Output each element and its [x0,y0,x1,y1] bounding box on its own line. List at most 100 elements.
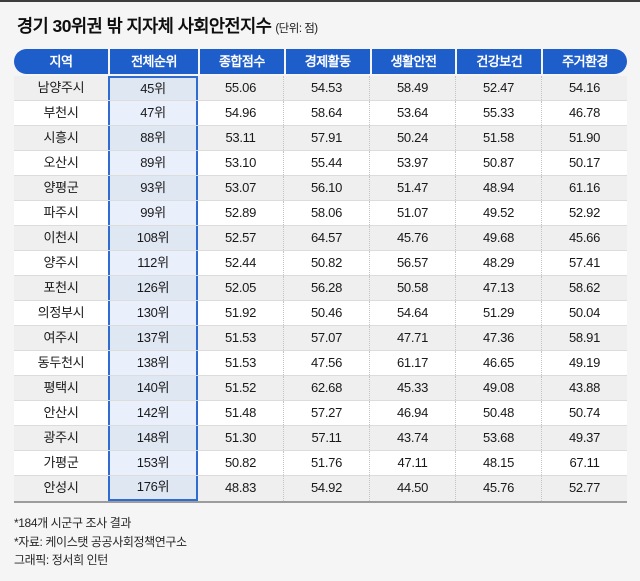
score-cell: 51.47 [369,176,455,200]
rank-cell: 108위 [108,226,198,250]
score-cell: 48.94 [455,176,541,200]
region-cell: 포천시 [43,280,79,295]
score-cell: 50.87 [455,151,541,175]
region-cell: 양주시 [43,255,79,270]
score-cell: 46.78 [541,101,627,125]
score-cell: 57.11 [283,426,369,450]
score-cell: 47.71 [369,326,455,350]
score-cell: 58.49 [369,76,455,100]
score-cell: 45.76 [369,226,455,250]
region-cell: 안산시 [43,405,79,420]
score-cell: 58.06 [283,201,369,225]
rank-cell: 130위 [108,301,198,325]
score-cell: 52.05 [224,280,257,295]
rank-cell: 148위 [108,426,198,450]
table-body: 남양주시 45위 55.06 54.53 58.49 52.47 54.16 부천시 47위 54… [14,76,627,501]
page-title: 경기 30위권 밖 지자체 사회안전지수 [17,16,272,36]
region-cell: 여주시 [43,330,79,345]
score-cell: 52.57 [224,230,257,245]
score-cell: 50.82 [283,251,369,275]
column-header-4: 생활안전 [369,49,456,74]
rank-cell: 112위 [108,251,198,275]
score-cell: 58.91 [541,326,627,350]
table-row: 평택시 140위 51.52 62.68 45.33 49.08 43.88 [14,376,627,401]
score-cell: 53.10 [224,155,257,170]
score-cell: 54.92 [283,476,369,501]
score-cell: 48.29 [455,251,541,275]
score-cell: 51.07 [369,201,455,225]
region-cell: 파주시 [43,205,79,220]
column-header-3: 경제활동 [283,49,370,74]
score-cell: 56.10 [283,176,369,200]
region-cell: 가평군 [43,455,79,470]
score-cell: 54.96 [224,105,257,120]
score-cell: 51.53 [224,330,257,345]
region-cell: 부천시 [43,105,79,120]
score-cell: 50.17 [541,151,627,175]
table-row: 광주시 148위 51.30 57.11 43.74 53.68 49.37 [14,426,627,451]
table-row: 이천시 108위 52.57 64.57 45.76 49.68 45.66 [14,226,627,251]
region-cell: 동두천시 [37,355,85,370]
table-row: 양주시 112위 52.44 50.82 56.57 48.29 57.41 [14,251,627,276]
score-cell: 55.33 [455,101,541,125]
score-cell: 53.64 [369,101,455,125]
table-row: 파주시 99위 52.89 58.06 51.07 49.52 52.92 [14,201,627,226]
column-header-2: 종합점수 [198,49,284,74]
score-cell: 52.47 [455,76,541,100]
score-cell: 46.94 [369,401,455,425]
table-row: 부천시 47위 54.96 58.64 53.64 55.33 46.78 [14,101,627,126]
region-cell: 안성시 [43,480,79,495]
score-cell: 54.16 [541,76,627,100]
score-cell: 49.08 [455,376,541,400]
rank-cell: 142위 [108,401,198,425]
score-cell: 53.68 [455,426,541,450]
score-cell: 57.27 [283,401,369,425]
score-cell: 44.50 [369,476,455,501]
table-row: 안산시 142위 51.48 57.27 46.94 50.48 50.74 [14,401,627,426]
column-header-1: 전체순위 [108,49,198,74]
score-cell: 45.66 [541,226,627,250]
region-cell: 이천시 [43,230,79,245]
region-cell: 남양주시 [37,80,85,95]
score-cell: 49.68 [455,226,541,250]
region-cell: 의정부시 [37,305,85,320]
safety-index-table: 지역 전체순위 종합점수 경제활동 생활안전 건강보건 주거환경 남양주시 45위 55.06 5… [14,49,627,503]
score-cell: 52.92 [541,201,627,225]
region-cell: 양평군 [43,180,79,195]
rank-cell: 47위 [108,101,198,125]
score-cell: 51.52 [224,380,257,395]
score-cell: 51.90 [541,126,627,150]
score-cell: 57.91 [283,126,369,150]
column-header-0: 지역 [49,54,73,69]
footnotes: *184개 시군구 조사 결과 *자료: 케이스탯 공공사회정책연구소 그래픽: 정… [14,514,640,570]
score-cell: 52.44 [224,255,257,270]
score-cell: 55.06 [224,80,257,95]
score-cell: 47.11 [369,451,455,475]
score-cell: 56.57 [369,251,455,275]
score-cell: 61.16 [541,176,627,200]
table-row: 가평군 153위 50.82 51.76 47.11 48.15 67.11 [14,451,627,476]
score-cell: 53.07 [224,180,257,195]
rank-cell: 88위 [108,126,198,150]
score-cell: 47.13 [455,276,541,300]
score-cell: 53.97 [369,151,455,175]
rank-cell: 45위 [108,76,198,100]
score-cell: 64.57 [283,226,369,250]
score-cell: 53.11 [225,130,256,145]
score-cell: 51.58 [455,126,541,150]
score-cell: 61.17 [369,351,455,375]
region-cell: 시흥시 [43,130,79,145]
table-row: 양평군 93위 53.07 56.10 51.47 48.94 61.16 [14,176,627,201]
score-cell: 49.19 [541,351,627,375]
table-row: 오산시 89위 53.10 55.44 53.97 50.87 50.17 [14,151,627,176]
score-cell: 51.48 [224,405,257,420]
score-cell: 45.33 [369,376,455,400]
score-cell: 54.64 [369,301,455,325]
score-cell: 50.46 [283,301,369,325]
score-cell: 57.41 [541,251,627,275]
score-cell: 56.28 [283,276,369,300]
score-cell: 50.58 [369,276,455,300]
table-row: 안성시 176위 48.83 54.92 44.50 45.76 52.77 [14,476,627,501]
score-cell: 58.64 [283,101,369,125]
rank-cell: 93위 [108,176,198,200]
